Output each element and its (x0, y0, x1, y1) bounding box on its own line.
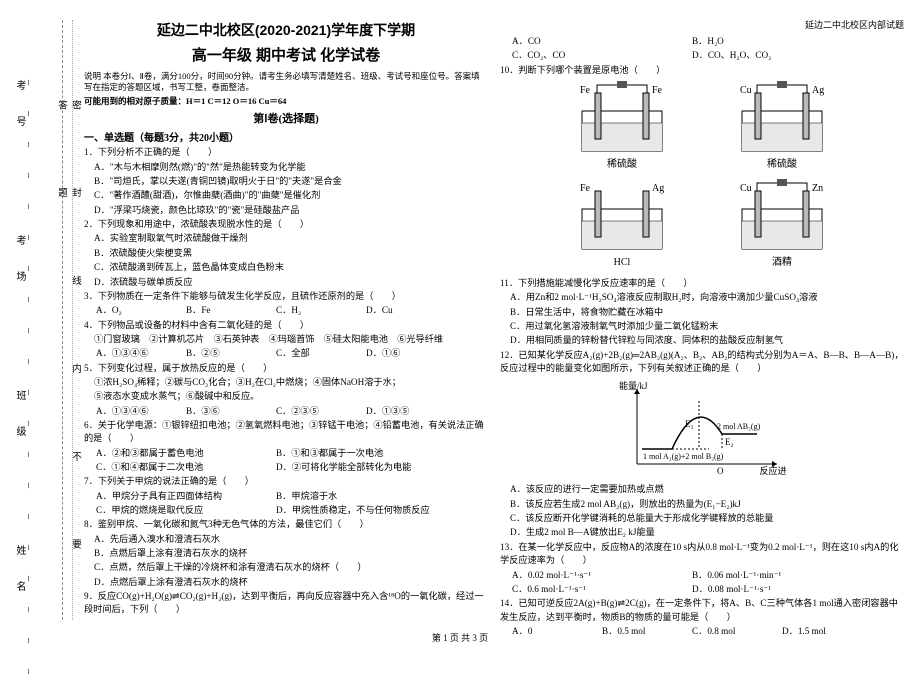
q7-cd: C．甲烷的燃烧是取代反应D．甲烷性质稳定，不与任何物质反应 (84, 504, 488, 517)
q6-stem: 6．关于化学电源：①银锌纽扣电池；②氢氧燃料电池；③锌锰干电池；④铅蓄电池，有关… (84, 419, 488, 446)
lbl-name: 姓名 (12, 545, 27, 700)
part1-title: 第Ⅰ卷(选择题) (84, 110, 488, 126)
q8-stem: 8．鉴别甲烷、一氧化碳和氮气3种无色气体的方法，最佳它们（ ） (84, 518, 488, 531)
lbl-room: 考场 (12, 235, 27, 390)
svg-text:O 反应进程: O 反应进程 (717, 465, 787, 476)
q3-opts: A．O₂B．FeC．H₂D．Cu (84, 304, 488, 317)
q11-stem: 11．下列措施能减慢化学反应速率的是（ ） (500, 277, 904, 290)
q12-c: C．该反应断开化学键消耗的总能量大于形成化学键释放的总能量 (500, 512, 904, 525)
header-title: 高一年级 期中考试 化学试卷 (84, 44, 488, 65)
svg-text:E₂: E₂ (725, 437, 734, 447)
q2-stem: 2．下列现象和用途中，浓硫酸表现脱水性的是（ ） (84, 218, 488, 231)
q9-ab: A．COB．H₂O (500, 35, 904, 48)
q5-stem: 5．下列变化过程，属于放热反应的是（ ） (84, 362, 488, 375)
lbl-id: 考号 (12, 80, 27, 235)
q11-b: B．日常生活中，将食物贮藏在冰箱中 (500, 306, 904, 319)
svg-text:能量/kJ: 能量/kJ (619, 380, 648, 391)
svg-text:E₁: E₁ (685, 419, 694, 429)
svg-text:Fe: Fe (580, 183, 591, 194)
q2-c: C．浓硫酸滴到砖瓦上，蓝色晶体变成白色粉末 (84, 261, 488, 274)
q7-ab: A．甲烷分子具有正四面体结构B．甲烷溶于水 (84, 490, 488, 503)
instructions: 说明 本卷分Ⅰ、Ⅱ卷，满分100分，时间90分钟。请考生务必填写清楚姓名、班级、… (84, 71, 488, 94)
svg-text:Ag: Ag (812, 85, 824, 96)
q13-stem: 13．在某一化学反应中，反应物A的浓度在10 s内从0.8 mol·L⁻¹变为0… (500, 541, 904, 568)
energy-graph: E₁ E₂ 2 mol AB₂(g) 1 mol A₂(g)+2 mol B₂(… (617, 379, 787, 479)
q2-b: B．浓硫酸使火柴梗变黑 (84, 247, 488, 260)
q12-stem: 12．已知某化学反应A₂(g)+2B₂(g)═2AB₂(g)(A₂、B₂、AB₂… (500, 349, 904, 376)
q8-a: A．先后通入溴水和澄清石灰水 (84, 533, 488, 546)
svg-text:Fe: Fe (580, 85, 591, 96)
q8-b: B．点燃后罩上涂有澄清石灰水的烧杯 (84, 547, 488, 560)
q13-cd: C．0.6 mol·L⁻¹·s⁻¹D．0.08 mol·L⁻¹·s⁻¹ (500, 583, 904, 596)
header-school: 延边二中北校区(2020-2021)学年度下学期 (84, 20, 488, 40)
q1-c: C．"著作酒醴(甜酒)，尔惟曲蘖(酒曲)"的"曲蘖"是催化剂 (84, 189, 488, 202)
q4-list: ①门窗玻璃 ②计算机芯片 ③石英钟表 ④玛瑙首饰 ⑤硅太阳能电池 ⑥光导纤维 (84, 333, 488, 346)
q4-opts: A．①③④⑥B．②⑤C．全部D．①⑥ (84, 347, 488, 360)
right-header: 延边二中北校区内部试题 (500, 18, 904, 31)
q11-a: A．用Zn和2 mol·L⁻¹H₂SO₄溶液反应制取H₂时，向溶液中滴加少量Cu… (500, 291, 904, 304)
q8-d: D．点燃后罩上涂有澄清石灰水的烧杯 (84, 576, 488, 589)
q4-stem: 4．下列物品或设备的材料中含有二氧化硅的是（ ） (84, 319, 488, 332)
q1-d: D．"浮梁巧烧瓷，颜色比琼玖"的"瓷"是硅酸盐产品 (84, 204, 488, 217)
q11-c: C．用过氧化氢溶液制氧气时添加少量二氧化锰粉末 (500, 320, 904, 333)
atomic-mass: 可能用到的相对原子质量：H＝1 C＝12 O＝16 Cu＝64 (84, 96, 488, 107)
q2-a: A．实验室制取氧气时浓硫酸做干燥剂 (84, 232, 488, 245)
q6-ab: A．②和③都属于蓄色电池B．①和③都属于一次电池 (84, 447, 488, 460)
q10-stem: 10．判断下列哪个装置是原电池（ ） (500, 64, 904, 77)
q1-b: B．"司烜氏，掌以夫遂(青铜凹镜)取明火于日"的"夫遂"是合金 (84, 175, 488, 188)
svg-text:Fe: Fe (652, 85, 663, 96)
device-row-2: Fe Ag HCl Cu Zn 酒精 (500, 179, 904, 269)
svg-text:HCl: HCl (614, 257, 631, 268)
svg-text:2 mol AB₂(g): 2 mol AB₂(g) (717, 422, 761, 431)
q7-stem: 7．下列关于甲烷的说法正确的是（ ） (84, 475, 488, 488)
q9-cd: C．CO₂、COD．CO、H₂O、CO₂ (500, 49, 904, 62)
section1-title: 一、单选题（每题3分，共20小题） (84, 129, 488, 144)
q13-ab: A．0.02 mol·L⁻¹·s⁻¹B．0.06 mol·L⁻¹·min⁻¹ (500, 569, 904, 582)
q1-stem: 1．下列分析不正确的是（ ） (84, 146, 488, 159)
q6-cd: C．①和④都属于二次电池D．②可将化学能全部转化为电能 (84, 461, 488, 474)
q3-stem: 3．下列物质在一定条件下能够与硫发生化学反应，且硫作还原剂的是（ ） (84, 290, 488, 303)
lbl-class: 班级 (12, 390, 27, 545)
page-number: 第 1 页 共 3 页 (0, 631, 920, 644)
svg-text:Zn: Zn (812, 183, 823, 194)
device-row-1: Fe Fe 稀硫酸 Cu Ag 稀硫酸 (500, 81, 904, 171)
svg-text:Ag: Ag (652, 183, 664, 194)
q2-d: D．浓硫酸与碳单质反应 (84, 276, 488, 289)
svg-text:稀硫酸: 稀硫酸 (767, 157, 797, 170)
q5-opts: A．①③④⑥B．③⑥C．②③⑤D．①③⑤ (84, 405, 488, 418)
q12-a: A．该反应的进行一定需要加热或点燃 (500, 483, 904, 496)
q14-stem: 14．已知可逆反应2A(g)+B(g)⇌2C(g)，在一定条件下，将A、B、C三… (500, 597, 904, 624)
svg-text:Cu: Cu (740, 85, 752, 96)
svg-text:1 mol A₂(g)+2 mol B₂(g): 1 mol A₂(g)+2 mol B₂(g) (643, 452, 724, 461)
q9-stem: 9．反应CO(g)+H₂O(g)⇌CO₂(g)+H₂(g)，达到平衡后，再向反应… (84, 590, 488, 617)
q1-a: A．"木与木相摩则然(燃)"的"然"是热能转变为化学能 (84, 161, 488, 174)
q5-line1: ①浓H₂SO₄稀释；②碳与CO₂化合；③H₂在Cl₂中燃烧；④固体NaOH溶于水… (84, 376, 488, 389)
q5-line2: ⑤液态水变成水蒸气；⑥酸碱中和反应。 (84, 390, 488, 403)
svg-text:酒精: 酒精 (772, 255, 792, 268)
q12-d: D．生成2 mol B—A键放出E₂ kJ能量 (500, 526, 904, 539)
q12-b: B．该反应若生成2 mol AB₂(g)，则放出的热量为(E₁−E₂)kJ (500, 498, 904, 511)
seal-text: 密 封 线 内 不 要 答 题 (54, 100, 82, 650)
q8-c: C．点燃，然后罩上干燥的冷烧杯和涂有澄清石灰水的烧杯（ ） (84, 561, 488, 574)
q11-d: D．用相同质量的锌粉替代锌粒与同浓度、同体积的盐酸反应制氢气 (500, 334, 904, 347)
svg-text:Cu: Cu (740, 183, 752, 194)
svg-text:稀硫酸: 稀硫酸 (607, 157, 637, 170)
